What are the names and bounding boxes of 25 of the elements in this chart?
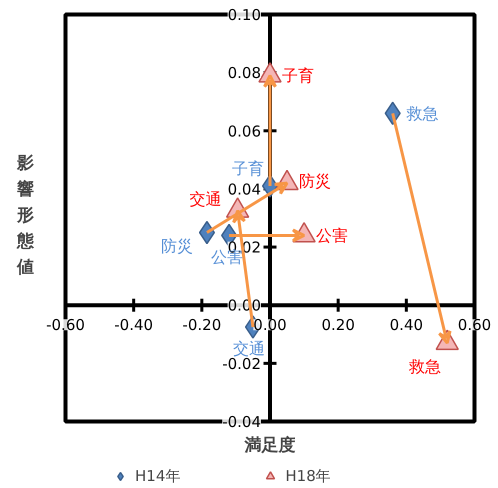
x-tick-label: 0.00 — [253, 316, 287, 334]
data-label: 防災 — [160, 236, 193, 256]
data-label: 公害 — [316, 226, 348, 245]
y-tick-label: 0.04 — [228, 180, 262, 198]
data-label: 子育 — [282, 66, 314, 86]
data-label: 救急 — [408, 357, 442, 376]
data-label: 交通 — [190, 190, 222, 209]
y-tick-label: 0.06 — [228, 122, 262, 140]
x-tick-label: 0.20 — [321, 316, 355, 334]
legend-label: H18年 — [285, 466, 331, 486]
data-label: 子育 — [232, 159, 264, 178]
data-label: 防災 — [299, 172, 332, 191]
x-tick-label: -0.20 — [182, 316, 222, 334]
y-tick-label: 0.10 — [228, 6, 262, 24]
data-label: 救急 — [406, 104, 439, 123]
x-tick-label: 0.40 — [390, 316, 424, 334]
data-label: 交通 — [232, 339, 265, 358]
x-axis-title: 満足度 — [244, 436, 296, 456]
legend-label: H14年 — [135, 466, 180, 486]
x-tick-label: -0.40 — [114, 316, 154, 334]
y-tick-label: -0.04 — [222, 413, 261, 431]
y-tick-label: 0.08 — [228, 64, 262, 82]
x-tick-label: -0.60 — [46, 316, 85, 334]
y-axis-title: 影響形態値 — [16, 154, 35, 278]
x-tick-label: 0.60 — [458, 316, 492, 334]
